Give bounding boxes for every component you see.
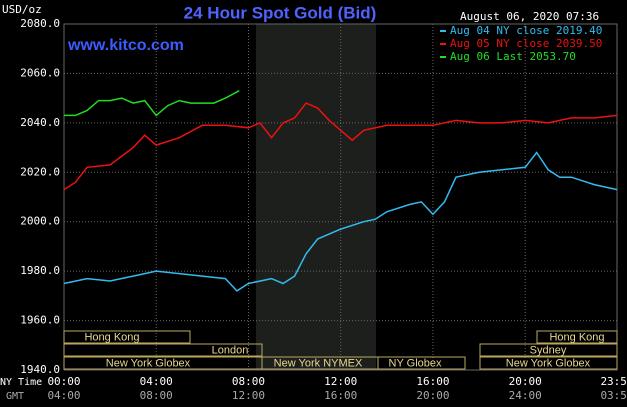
x-tick-label: 20:00 xyxy=(509,375,542,388)
session-label: London xyxy=(212,344,249,356)
y-tick-label: 2020.0 xyxy=(20,165,60,178)
x2-tick-label: 08:00 xyxy=(140,389,173,402)
x-tick-label: 08:00 xyxy=(232,375,265,388)
legend-label: Aug 06 Last 2053.70 xyxy=(450,50,576,63)
nymex-shade xyxy=(256,24,376,370)
y-axis-label: USD/oz xyxy=(2,3,42,16)
y-tick-label: 1940.0 xyxy=(20,363,60,376)
x2-tick-label: 24:00 xyxy=(509,389,542,402)
x-tick-label: 12:00 xyxy=(324,375,357,388)
session-label: Sydney xyxy=(530,344,567,356)
legend-label: Aug 05 NY close 2039.50 xyxy=(450,37,602,50)
session-box xyxy=(479,343,618,357)
price-line xyxy=(63,151,618,292)
chart-title: 24 Hour Spot Gold (Bid) xyxy=(184,3,377,22)
plot-frame xyxy=(63,23,618,371)
session-box xyxy=(479,356,618,370)
y-tick-label: 2000.0 xyxy=(20,215,60,228)
y-tick-label: 2040.0 xyxy=(20,116,60,129)
session-label: Hong Kong xyxy=(549,331,604,343)
session-box xyxy=(63,330,191,344)
price-line xyxy=(64,90,240,117)
x2-tick-label: 20:00 xyxy=(416,389,449,402)
legend-label: Aug 04 NY close 2019.40 xyxy=(450,24,602,37)
x-axis-label: NY Time xyxy=(0,377,42,388)
x-tick-label: 23:59 xyxy=(600,375,627,388)
session-label: New York NYMEX xyxy=(274,357,363,369)
session-label: NY Globex xyxy=(389,357,442,369)
x-tick-label: 04:00 xyxy=(140,375,173,388)
x2-tick-label: 03:59 xyxy=(600,389,627,402)
y-tick-label: 2080.0 xyxy=(20,17,60,30)
y-tick-label: 2060.0 xyxy=(20,66,60,79)
price-line xyxy=(63,102,618,191)
chart-subtitle: www.kitco.com xyxy=(67,37,184,54)
x-tick-label: 16:00 xyxy=(416,375,449,388)
x2-axis-label: GMT xyxy=(6,391,24,402)
session-box xyxy=(63,343,263,357)
session-label: New York Globex xyxy=(106,357,191,369)
x2-tick-label: 16:00 xyxy=(324,389,357,402)
session-label: New York Globex xyxy=(506,357,591,369)
x-tick-label: 00:00 xyxy=(47,375,80,388)
x2-tick-label: 12:00 xyxy=(232,389,265,402)
session-label: Hong Kong xyxy=(84,331,139,343)
session-box xyxy=(377,356,466,370)
timestamp: August 06, 2020 07:36 xyxy=(460,10,599,23)
y-tick-label: 1980.0 xyxy=(20,264,60,277)
x2-tick-label: 04:00 xyxy=(47,389,80,402)
y-tick-label: 1960.0 xyxy=(20,314,60,327)
session-box xyxy=(536,330,618,344)
